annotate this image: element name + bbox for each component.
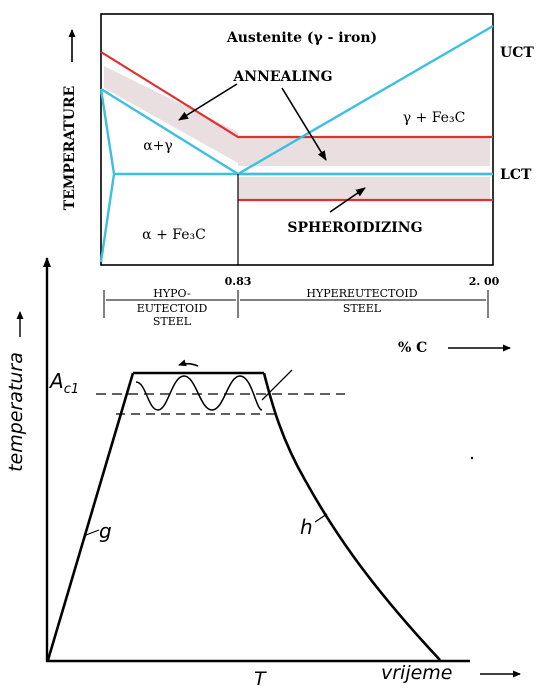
carbon-axis-label: % C <box>398 340 427 356</box>
pointer-line <box>261 369 293 401</box>
alpha-gamma-label: α+γ <box>143 138 173 154</box>
alpha-fe3c-label: α + Fe₃C <box>142 227 206 243</box>
oscillation-wave <box>135 375 263 411</box>
hyper-label-2: STEEL <box>343 302 382 315</box>
temperature-axis-label: TEMPERATURE <box>62 86 78 210</box>
ferrite-solvus-line <box>99 88 116 263</box>
annealing-label: ANNEALING <box>232 69 332 85</box>
annealing-upper-line <box>100 51 493 139</box>
h-leader <box>314 513 328 523</box>
h-label: h <box>300 515 313 539</box>
austenite-label: Austenite (γ - iron) <box>226 30 377 46</box>
t-marker: T <box>254 668 267 688</box>
annealing-arrow-right <box>281 87 327 161</box>
hypo-label-3: STEEL <box>153 315 192 328</box>
vrijeme-label: vrijeme <box>381 662 453 684</box>
gamma-fe3c-label: γ + Fe₃C <box>403 110 466 126</box>
uct-label: UCT <box>500 45 534 61</box>
tick-eutectoid: 0.83 <box>225 275 252 288</box>
annealing-arrow-left <box>178 83 238 121</box>
hypo-label-1: HYPO- <box>153 287 191 300</box>
g-label: g <box>99 519 112 543</box>
stray-dot <box>470 456 474 460</box>
spheroidizing-arrow <box>329 187 366 213</box>
small-arrow <box>178 359 199 367</box>
lct-label: LCT <box>500 167 532 183</box>
cooling-curve <box>262 372 441 661</box>
spheroidizing-label: SPHEROIDIZING <box>287 220 422 236</box>
temperatura-label: temperatura <box>5 352 27 472</box>
hypo-label-2: EUTECTOID <box>137 302 208 315</box>
heating-line <box>46 372 135 661</box>
ac1-label: Ac1 <box>48 369 79 397</box>
g-leader <box>85 529 100 536</box>
annealing-band-hypo <box>104 66 238 163</box>
phase-diagram: Austenite (γ - iron) ANNEALING α+γ γ + F… <box>62 13 534 356</box>
tick-max: 2. 00 <box>469 275 500 288</box>
heat-cycle: temperatura Ac1 g h T vrijeme <box>5 257 521 688</box>
hyper-label-1: HYPEREUTECTOID <box>306 287 417 300</box>
annealing-band-hyper <box>238 138 490 166</box>
